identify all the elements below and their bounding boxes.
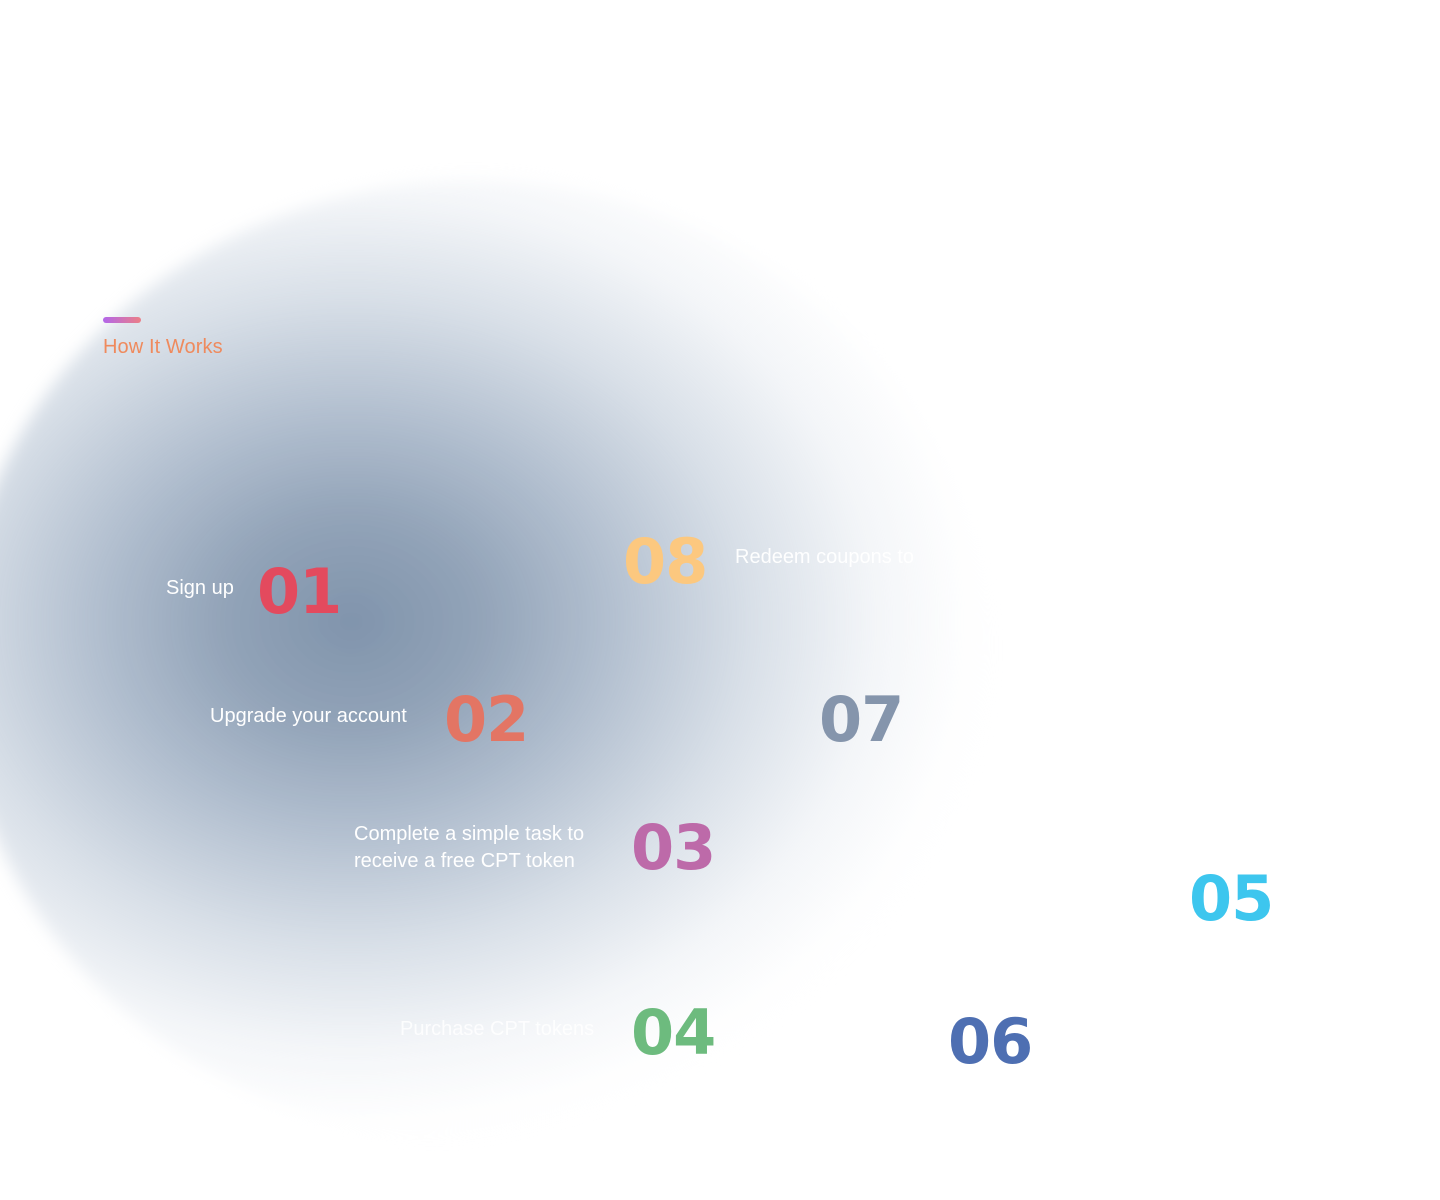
step-03-number: 03 <box>631 811 716 884</box>
step-02-label: Upgrade your account <box>210 705 407 727</box>
step-08-number: 08 <box>623 525 708 598</box>
step-04-number: 04 <box>631 996 716 1069</box>
step-04-label: Purchase CPT tokens <box>400 1018 595 1040</box>
step-03-label-line2: receive a free CPT token <box>354 850 575 872</box>
background-gradient-blob <box>0 180 990 1140</box>
step-02-number: 02 <box>444 683 529 756</box>
step-01-number: 01 <box>257 555 342 628</box>
step-03-label-line1: Complete a simple task to <box>354 823 585 845</box>
step-01-label: Sign up <box>166 577 234 599</box>
step-05-number: 05 <box>1189 862 1274 935</box>
step-06-number: 06 <box>948 1005 1033 1078</box>
section-eyebrow-title: How It Works <box>103 336 223 358</box>
step-08-label: Redeem coupons to <box>735 546 915 568</box>
step-07-number: 07 <box>819 683 904 756</box>
eyebrow-accent-bar <box>103 317 141 323</box>
